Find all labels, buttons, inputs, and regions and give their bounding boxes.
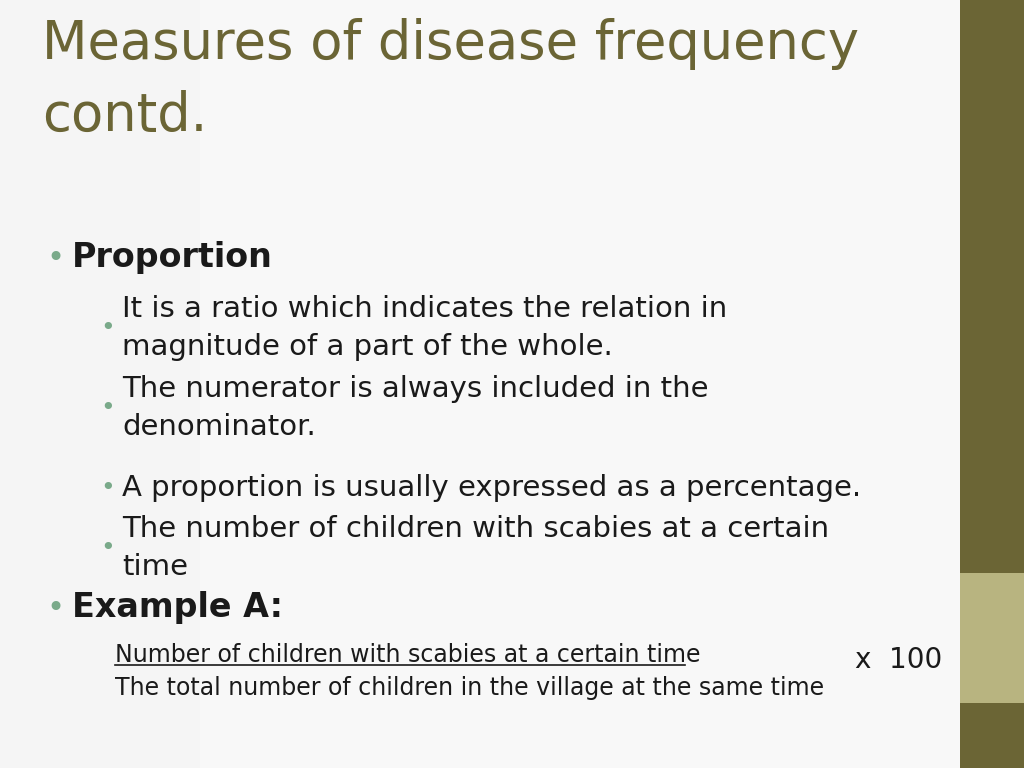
Text: The total number of children in the village at the same time: The total number of children in the vill… [115, 676, 824, 700]
Text: contd.: contd. [42, 90, 208, 142]
Text: The numerator is always included in the
denominator.: The numerator is always included in the … [122, 375, 709, 441]
Bar [961, 573, 1024, 703]
Text: x  100: x 100 [855, 646, 942, 674]
Text: •: • [46, 243, 65, 273]
Text: A proportion is usually expressed as a percentage.: A proportion is usually expressed as a p… [122, 474, 861, 502]
Text: •: • [100, 536, 116, 560]
Text: Measures of disease frequency: Measures of disease frequency [42, 18, 859, 70]
Text: •: • [100, 476, 116, 500]
Text: The number of children with scabies at a certain
time: The number of children with scabies at a… [122, 515, 829, 581]
Text: •: • [100, 396, 116, 420]
Text: Example A:: Example A: [72, 591, 283, 624]
Bar [961, 0, 1024, 638]
Text: •: • [100, 316, 116, 340]
Bar [200, 0, 1000, 768]
Text: Proportion: Proportion [72, 241, 272, 274]
Text: It is a ratio which indicates the relation in
magnitude of a part of the whole.: It is a ratio which indicates the relati… [122, 295, 727, 361]
Text: Number of children with scabies at a certain time: Number of children with scabies at a cer… [115, 643, 700, 667]
Bar [961, 703, 1024, 768]
Text: •: • [46, 594, 65, 623]
